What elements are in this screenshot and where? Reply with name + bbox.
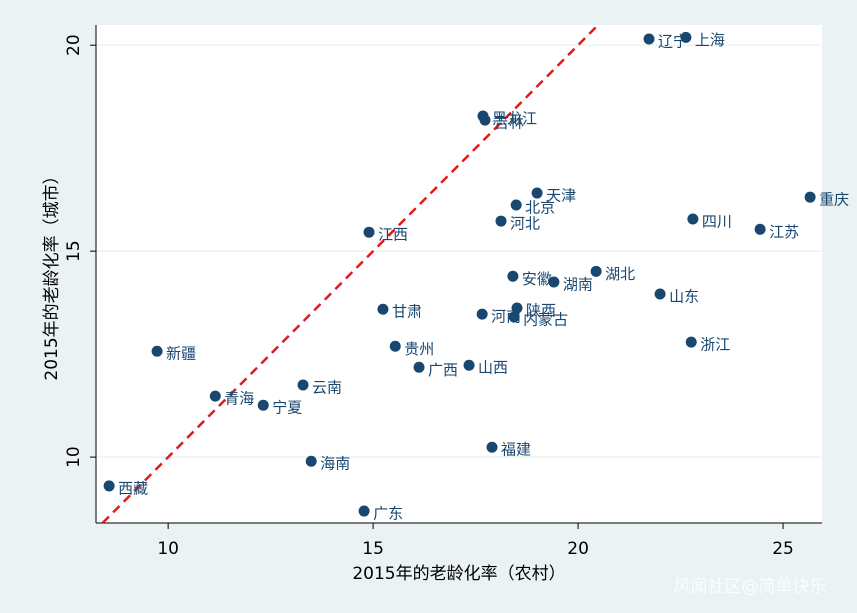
point bbox=[413, 361, 425, 373]
point bbox=[507, 270, 519, 282]
point-label: 广东 bbox=[373, 505, 403, 523]
point bbox=[363, 226, 375, 238]
point bbox=[377, 303, 389, 315]
point-label: 江西 bbox=[378, 226, 408, 244]
y-tick-label: 15 bbox=[64, 240, 84, 262]
point bbox=[680, 31, 692, 43]
point-label: 浙江 bbox=[700, 336, 730, 354]
identity-line bbox=[101, 24, 600, 524]
point bbox=[643, 33, 655, 45]
point-label: 湖北 bbox=[605, 265, 635, 283]
point-label: 贵州 bbox=[404, 340, 434, 358]
point bbox=[463, 359, 475, 371]
point bbox=[103, 480, 115, 492]
point bbox=[495, 215, 507, 227]
y-axis-title: 2015年的老龄化率（城市） bbox=[42, 167, 62, 380]
point bbox=[257, 399, 269, 411]
point-label: 重庆 bbox=[819, 191, 849, 209]
point bbox=[510, 199, 522, 211]
point-label: 山西 bbox=[478, 359, 508, 377]
x-tick-label: 20 bbox=[567, 539, 589, 559]
point-label: 北京 bbox=[525, 199, 555, 217]
y-tick-label: 20 bbox=[64, 34, 84, 56]
x-tick-label: 15 bbox=[362, 539, 384, 559]
point-label: 陕西 bbox=[526, 301, 556, 319]
point-label: 江苏 bbox=[769, 223, 799, 241]
point bbox=[685, 336, 697, 348]
point-label: 福建 bbox=[501, 441, 531, 459]
point-label: 山东 bbox=[669, 287, 699, 305]
point-label: 河北 bbox=[510, 215, 540, 233]
point bbox=[389, 340, 401, 352]
watermark: 风闻社区@简单快乐 bbox=[674, 577, 827, 597]
plot-area bbox=[96, 25, 822, 523]
point bbox=[486, 441, 498, 453]
point-label: 天津 bbox=[546, 187, 576, 205]
point bbox=[479, 114, 491, 126]
point bbox=[531, 187, 543, 199]
point-label: 西藏 bbox=[118, 479, 148, 497]
point-label: 甘肃 bbox=[392, 303, 422, 321]
point bbox=[548, 276, 560, 288]
point bbox=[804, 191, 816, 203]
point-label: 云南 bbox=[312, 379, 342, 397]
point bbox=[305, 455, 317, 467]
point bbox=[687, 213, 699, 225]
x-tick-label: 25 bbox=[772, 539, 794, 559]
point-label: 黑龙江 bbox=[492, 110, 537, 128]
point-label: 广西 bbox=[428, 361, 458, 379]
point bbox=[151, 345, 163, 357]
x-tick-label: 10 bbox=[157, 539, 179, 559]
point-label: 海南 bbox=[320, 455, 350, 473]
point-label: 吉林 bbox=[494, 114, 524, 132]
point bbox=[476, 308, 488, 320]
point-label: 内蒙古 bbox=[523, 311, 568, 329]
point-label: 新疆 bbox=[166, 345, 196, 363]
point bbox=[754, 223, 766, 235]
point bbox=[358, 505, 370, 517]
point-label: 安徽 bbox=[522, 270, 552, 288]
point bbox=[654, 288, 666, 300]
point-label: 上海 bbox=[695, 31, 725, 49]
y-tick-label: 10 bbox=[64, 446, 84, 468]
x-axis-title: 2015年的老龄化率（农村） bbox=[352, 564, 565, 584]
point-label: 宁夏 bbox=[272, 399, 302, 417]
point-label: 湖南 bbox=[563, 276, 593, 294]
point bbox=[297, 379, 309, 391]
point bbox=[511, 302, 523, 314]
point-label: 四川 bbox=[702, 213, 732, 231]
point bbox=[209, 390, 221, 402]
point bbox=[508, 311, 520, 323]
point bbox=[590, 265, 602, 277]
point-label: 青海 bbox=[224, 390, 254, 408]
